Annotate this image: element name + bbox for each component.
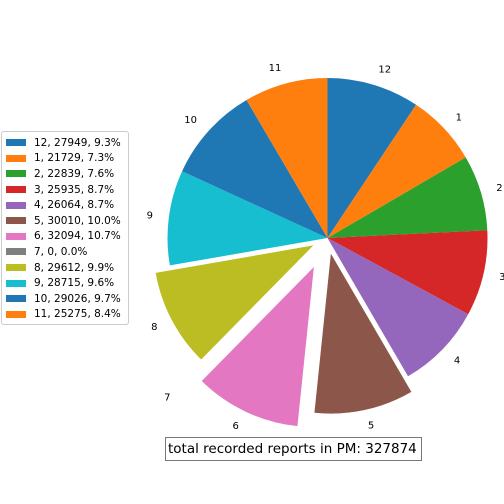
legend-swatch [6, 248, 26, 256]
legend-swatch [6, 186, 26, 194]
legend-label: 3, 25935, 8.7% [34, 183, 115, 196]
pie-label-11: 11 [269, 63, 282, 74]
legend-swatch [6, 264, 26, 272]
legend-label: 4, 26064, 8.7% [34, 199, 115, 212]
pie-slices [155, 78, 488, 427]
legend-item: 3, 25935, 8.7% [6, 182, 128, 198]
pie-label-3: 3 [499, 272, 504, 283]
pie-slice-11 [246, 78, 328, 238]
pie-label-10: 10 [184, 115, 197, 126]
legend-label: 1, 21729, 7.3% [34, 152, 115, 165]
pie-slice-1 [327, 104, 466, 238]
legend-item: 12, 27949, 9.3% [6, 135, 128, 151]
legend-label: 12, 27949, 9.3% [34, 136, 121, 149]
pie-label-9: 9 [147, 210, 153, 221]
legend-label: 10, 29026, 9.7% [34, 292, 121, 305]
legend-label: 8, 29612, 9.9% [34, 261, 115, 274]
legend-item: 2, 22839, 7.6% [6, 166, 128, 182]
legend-label: 9, 28715, 9.6% [34, 277, 115, 290]
legend-swatch [6, 139, 26, 147]
pie-slice-10 [182, 100, 328, 239]
legend-swatch [6, 201, 26, 209]
pie-label-8: 8 [151, 322, 157, 333]
legend-label: 11, 25275, 8.4% [34, 308, 121, 321]
pie-label-1: 1 [456, 112, 462, 123]
pie-label-12: 12 [378, 65, 391, 76]
total-caption: total recorded reports in PM: 327874 [165, 437, 422, 461]
legend-swatch [6, 217, 26, 225]
pie-label-4: 4 [454, 356, 460, 367]
pie-slice-12 [327, 78, 417, 238]
pie-label-7: 7 [164, 393, 170, 404]
legend-label: 2, 22839, 7.6% [34, 167, 115, 180]
legend-swatch [6, 232, 26, 240]
pie-label-2: 2 [496, 183, 502, 194]
legend-item: 10, 29026, 9.7% [6, 291, 128, 307]
legend-swatch [6, 310, 26, 318]
legend-label: 7, 0, 0.0% [34, 245, 88, 258]
pie-slice-6 [201, 266, 314, 427]
legend-label: 6, 32094, 10.7% [34, 230, 121, 243]
legend-item: 7, 0, 0.0% [6, 244, 128, 260]
legend-item: 9, 28715, 9.6% [6, 275, 128, 291]
legend-item: 4, 26064, 8.7% [6, 197, 128, 213]
pie-label-6: 6 [233, 421, 239, 432]
legend-swatch [6, 295, 26, 303]
pie-label-5: 5 [368, 421, 374, 432]
legend-item: 6, 32094, 10.7% [6, 229, 128, 245]
legend-label: 5, 30010, 10.0% [34, 214, 121, 227]
pie-slice-8 [155, 245, 314, 360]
pie-slice-5 [314, 253, 412, 414]
legend-item: 11, 25275, 8.4% [6, 307, 128, 323]
legend: 12, 27949, 9.3% 1, 21729, 7.3% 2, 22839, 7… [1, 131, 129, 326]
pie-slice-4 [327, 238, 469, 377]
pie-slice-3 [327, 230, 488, 315]
legend-item: 8, 29612, 9.9% [6, 260, 128, 276]
legend-item: 1, 21729, 7.3% [6, 151, 128, 167]
pie-slice-2 [327, 157, 488, 238]
legend-swatch [6, 154, 26, 162]
legend-swatch [6, 279, 26, 287]
legend-item: 5, 30010, 10.0% [6, 213, 128, 229]
legend-swatch [6, 170, 26, 178]
pie-slice-9 [167, 171, 328, 266]
